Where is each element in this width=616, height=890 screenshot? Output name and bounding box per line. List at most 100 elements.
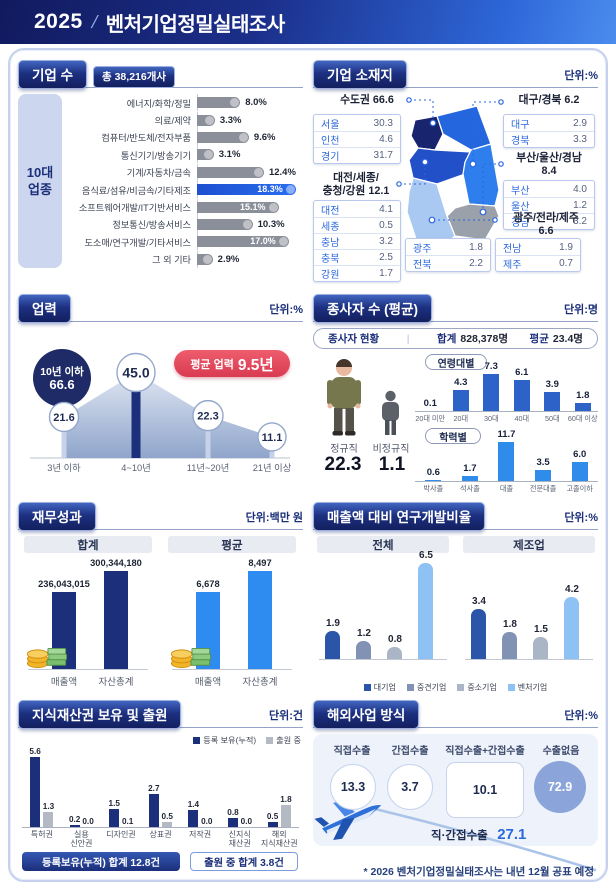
group-label-line: 10대 — [26, 165, 54, 180]
ip-value: 1.3 — [42, 801, 55, 811]
region-label-line: 수도권 66.6 — [340, 94, 394, 106]
ip-axis-line: 저작권 — [189, 830, 212, 839]
rnd-group: 3.4 1.8 1.5 4.2 — [463, 556, 595, 676]
region-table-busan: 부산 4.0 울산 1.2 경남 3.2 — [503, 180, 595, 230]
legend-label: 대기업 — [373, 683, 396, 692]
regular-value: 22.3 — [324, 454, 362, 475]
industry-label: 음식료/섬유/비금속/기타제조 — [81, 185, 191, 196]
legend-label: 중견기업 — [416, 683, 447, 692]
age-axis-label: 4~10년 — [121, 463, 151, 473]
region-value: 1.9 — [559, 241, 573, 253]
bar-axis-label: 석사졸 — [459, 484, 480, 493]
overseas-unit: 단위:% — [564, 710, 598, 722]
region-name: 충북 — [321, 254, 340, 265]
ip-axis-line: 특허권 — [30, 830, 53, 839]
panel-location-title: 기업 소재지 — [313, 60, 407, 89]
panel-employees-header: 종사자 수 (평균) 단위:명 — [313, 294, 598, 323]
ip-owned-total-badge: 등록보유(누적) 합계 12.8건 — [22, 852, 180, 871]
bar — [574, 402, 591, 412]
ip-value: 0.5 — [266, 811, 279, 821]
ip-value: 2.7 — [148, 783, 160, 793]
bar-item: 1.7 석사졸 — [452, 463, 489, 493]
region-table-row: 전남 1.9 — [496, 239, 580, 255]
region-value: 1.7 — [379, 268, 393, 279]
education-chart: 0.6 박사졸 1.7 석사졸 11.7 대졸 3.5 전문대졸 6.0 고졸이하 — [415, 429, 598, 494]
region-name: 서울 — [321, 119, 340, 131]
rnd-unit: 단위:% — [564, 512, 598, 524]
avg-label: 평균 — [529, 333, 549, 345]
ip-bar-group: 0.5 1.8 — [259, 748, 299, 828]
region-name: 대구 — [511, 119, 530, 131]
bar-item: 3.9 50대 — [537, 379, 568, 423]
ip-value: 5.6 — [29, 747, 41, 757]
rnd-bar — [356, 641, 371, 659]
panel-location-header: 기업 소재지 단위:% — [313, 60, 598, 89]
avg-value: 23.4명 — [552, 333, 583, 345]
region-label-gwangju: 광주/전라/제주 6.6 — [497, 212, 595, 238]
overseas-item-label: 수출없음 — [542, 746, 580, 757]
under10-circle — [33, 349, 91, 407]
region-name: 울산 — [511, 202, 530, 213]
industry-bar: 17.0% — [197, 236, 289, 248]
age-axis-label: 3년 이하 — [47, 463, 81, 473]
region-table-row: 강원 1.7 — [314, 265, 400, 281]
industry-bar-row: 정보통신/방송서비스 10.3% — [67, 215, 303, 233]
location-unit: 단위:% — [564, 70, 598, 82]
ip-bar — [69, 825, 80, 828]
legend-item: 중견기업 — [406, 682, 447, 693]
bar-value: 1.8 — [576, 389, 590, 401]
industry-group-label: 10대 업종 — [18, 94, 62, 268]
legend-item: 대기업 — [363, 682, 396, 693]
legend-label: 등록 보유(누적) — [203, 736, 257, 745]
bar-item: 0.6 박사졸 — [415, 467, 452, 493]
industry-label: 통신기기/방송기기 — [120, 150, 191, 161]
bar — [483, 374, 500, 412]
region-value: 1.2 — [573, 200, 587, 211]
legend-item: 벤처기업 — [507, 682, 547, 693]
industry-value: 8.0% — [245, 97, 267, 109]
industry-bar — [197, 97, 241, 109]
legend-label: 중소기업 — [467, 683, 497, 692]
region-name: 경기 — [321, 152, 340, 163]
financial-bar — [104, 571, 128, 669]
industry-bar-row: 기계/자동차/금속 12.4% — [67, 163, 303, 181]
region-name: 경남 — [511, 218, 530, 229]
region-table-row: 울산 1.2 — [504, 197, 594, 213]
age-group-pill: 연령대별 — [425, 354, 487, 370]
ip-axis-line: 해외 — [271, 830, 287, 839]
legend-item: 등록 보유(누적) — [193, 734, 256, 746]
bar-axis-label: 60대 이상 — [567, 414, 598, 423]
ip-axis-line: 실용 — [74, 830, 89, 839]
panel-company-count: 기업 수 총 38,216개사 10대 업종 에너지/화학/정밀 8.0% 의료/제약… — [18, 60, 303, 286]
employees-body: 종사자 현황 | 합계 828,378명 평균 23.4명 — [313, 328, 598, 494]
export-summary-label: 직·간접수출 — [431, 830, 488, 842]
industry-value: 3.3% — [219, 114, 242, 126]
region-table-row: 충북 2.5 — [314, 249, 400, 265]
bar-value: 7.3 — [484, 361, 498, 373]
ip-axis-label: 신지식 재산권 — [220, 830, 260, 848]
industry-value: 2.9% — [217, 253, 240, 265]
bar — [425, 479, 442, 482]
money-icon — [26, 641, 68, 674]
region-table-row: 전북 2.2 — [406, 255, 490, 271]
average-age-value: 9.5년 — [237, 356, 274, 374]
bar-axis-label: 40대 — [514, 414, 530, 423]
industry-label: 그 외 기타 — [152, 255, 191, 266]
bar-axis-label: 30대 — [483, 414, 499, 423]
ip-axis-labels: 특허권 실용 신안권 디자인권 상표권 저작권 신지식 재산권 해외 지식재산권 — [22, 830, 299, 848]
legend-swatch — [507, 684, 515, 691]
panel-rnd-title: 매출액 대비 연구개발비율 — [313, 502, 486, 531]
rnd-value: 3.4 — [472, 595, 486, 607]
panel-employees: 종사자 수 (평균) 단위:명 종사자 현황 | 합계 828,378명 평균 … — [313, 294, 598, 494]
region-label-line: 8.4 — [541, 165, 557, 177]
ip-bar — [148, 793, 159, 828]
age-area-chart: 10년 이하 66.6 21.6 45.0 22.3 11.1 — [30, 349, 290, 459]
financial-group: 236,043,015 매출액 300,344,180 자산총계 — [24, 556, 152, 690]
regular-label: 정규직 — [330, 444, 358, 455]
ip-axis-label: 디자인권 — [101, 830, 141, 848]
rnd-value: 1.5 — [534, 623, 548, 635]
financial-bar — [248, 571, 272, 669]
panel-company-header: 기업 수 총 38,216개사 — [18, 60, 303, 89]
ip-bar — [267, 821, 278, 828]
region-table-row: 경남 3.2 — [504, 213, 594, 229]
